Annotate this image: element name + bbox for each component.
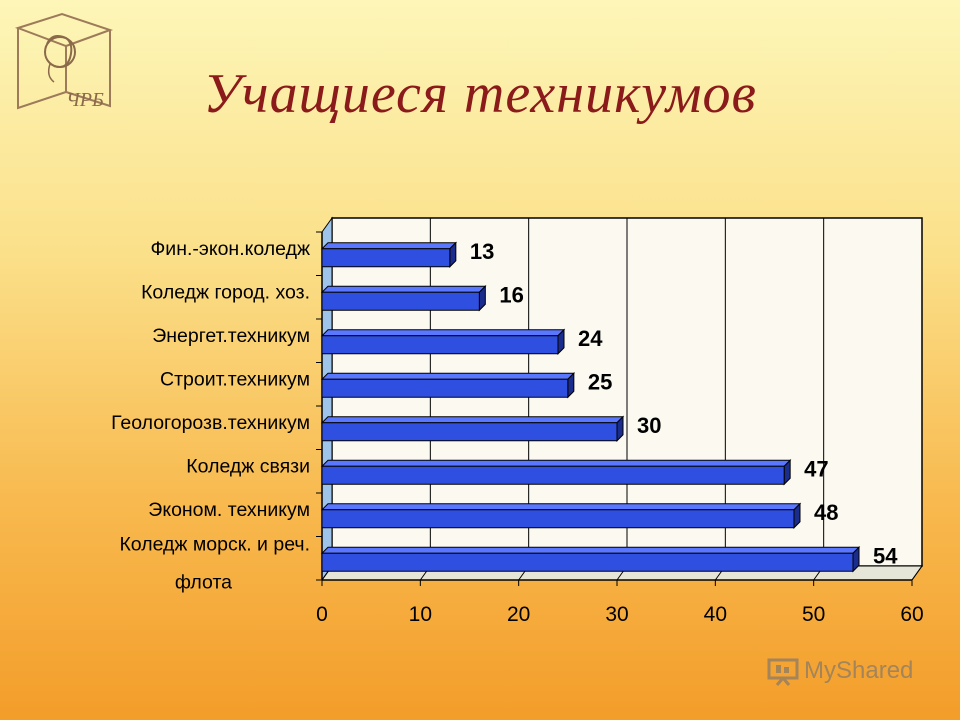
bar-top	[320, 242, 458, 250]
bar	[320, 546, 861, 573]
bar-top	[320, 416, 625, 424]
bar	[320, 241, 458, 268]
x-tick-label: 50	[802, 603, 825, 626]
category-label: Коледж связи	[186, 455, 310, 477]
bar-front	[321, 552, 854, 572]
x-tick-label: 60	[900, 603, 923, 626]
pushkin-logo: ЧРБ	[14, 12, 114, 111]
category-label: Эконом. техникум	[148, 499, 310, 521]
presentation-icon	[767, 658, 799, 686]
category-label: Коледж морск. и реч. флота	[119, 533, 310, 593]
category-label: Энергет.техникум	[152, 325, 310, 347]
x-tick-label: 0	[316, 603, 328, 626]
bar	[320, 459, 792, 486]
data-label: 54	[873, 543, 898, 568]
bar-front	[321, 335, 559, 355]
bar-front	[321, 509, 795, 529]
bar	[320, 285, 487, 312]
data-label: 30	[637, 413, 661, 438]
data-label: 25	[588, 369, 612, 394]
slide-title: Учащиеся техникумов	[203, 63, 757, 125]
bar-front	[321, 465, 785, 485]
bar-front	[321, 248, 451, 268]
x-tick-label: 20	[507, 603, 530, 626]
bar	[320, 372, 576, 399]
bar-top	[320, 503, 802, 511]
category-label: Фин.-экон.коледж	[150, 238, 310, 260]
data-label: 48	[814, 500, 838, 525]
bar-front	[321, 422, 618, 442]
category-label: Строит.техникум	[160, 368, 310, 390]
floor-gridline	[911, 565, 923, 581]
bar	[320, 415, 625, 442]
category-label: Коледж город. хоз.	[141, 281, 310, 303]
x-tick-label: 30	[605, 603, 628, 626]
bar	[320, 328, 566, 355]
bar-front	[321, 378, 569, 398]
logo-text: ЧРБ	[66, 89, 104, 111]
data-label: 13	[470, 239, 494, 264]
data-label: 47	[804, 456, 828, 481]
bar-top	[320, 459, 792, 467]
watermark: MyShared	[766, 656, 913, 686]
bar-top	[320, 329, 566, 337]
bar-top	[320, 546, 861, 554]
category-label: Геологорозв.техникум	[111, 412, 310, 434]
bar-top	[320, 285, 487, 293]
bar-top	[320, 372, 576, 380]
x-tick-label: 10	[409, 603, 432, 626]
data-label: 16	[499, 282, 523, 307]
bar	[320, 502, 802, 529]
watermark-text: MyShared	[804, 657, 914, 684]
x-tick-label: 40	[704, 603, 727, 626]
bar-front	[321, 291, 480, 311]
data-label: 24	[578, 326, 603, 351]
